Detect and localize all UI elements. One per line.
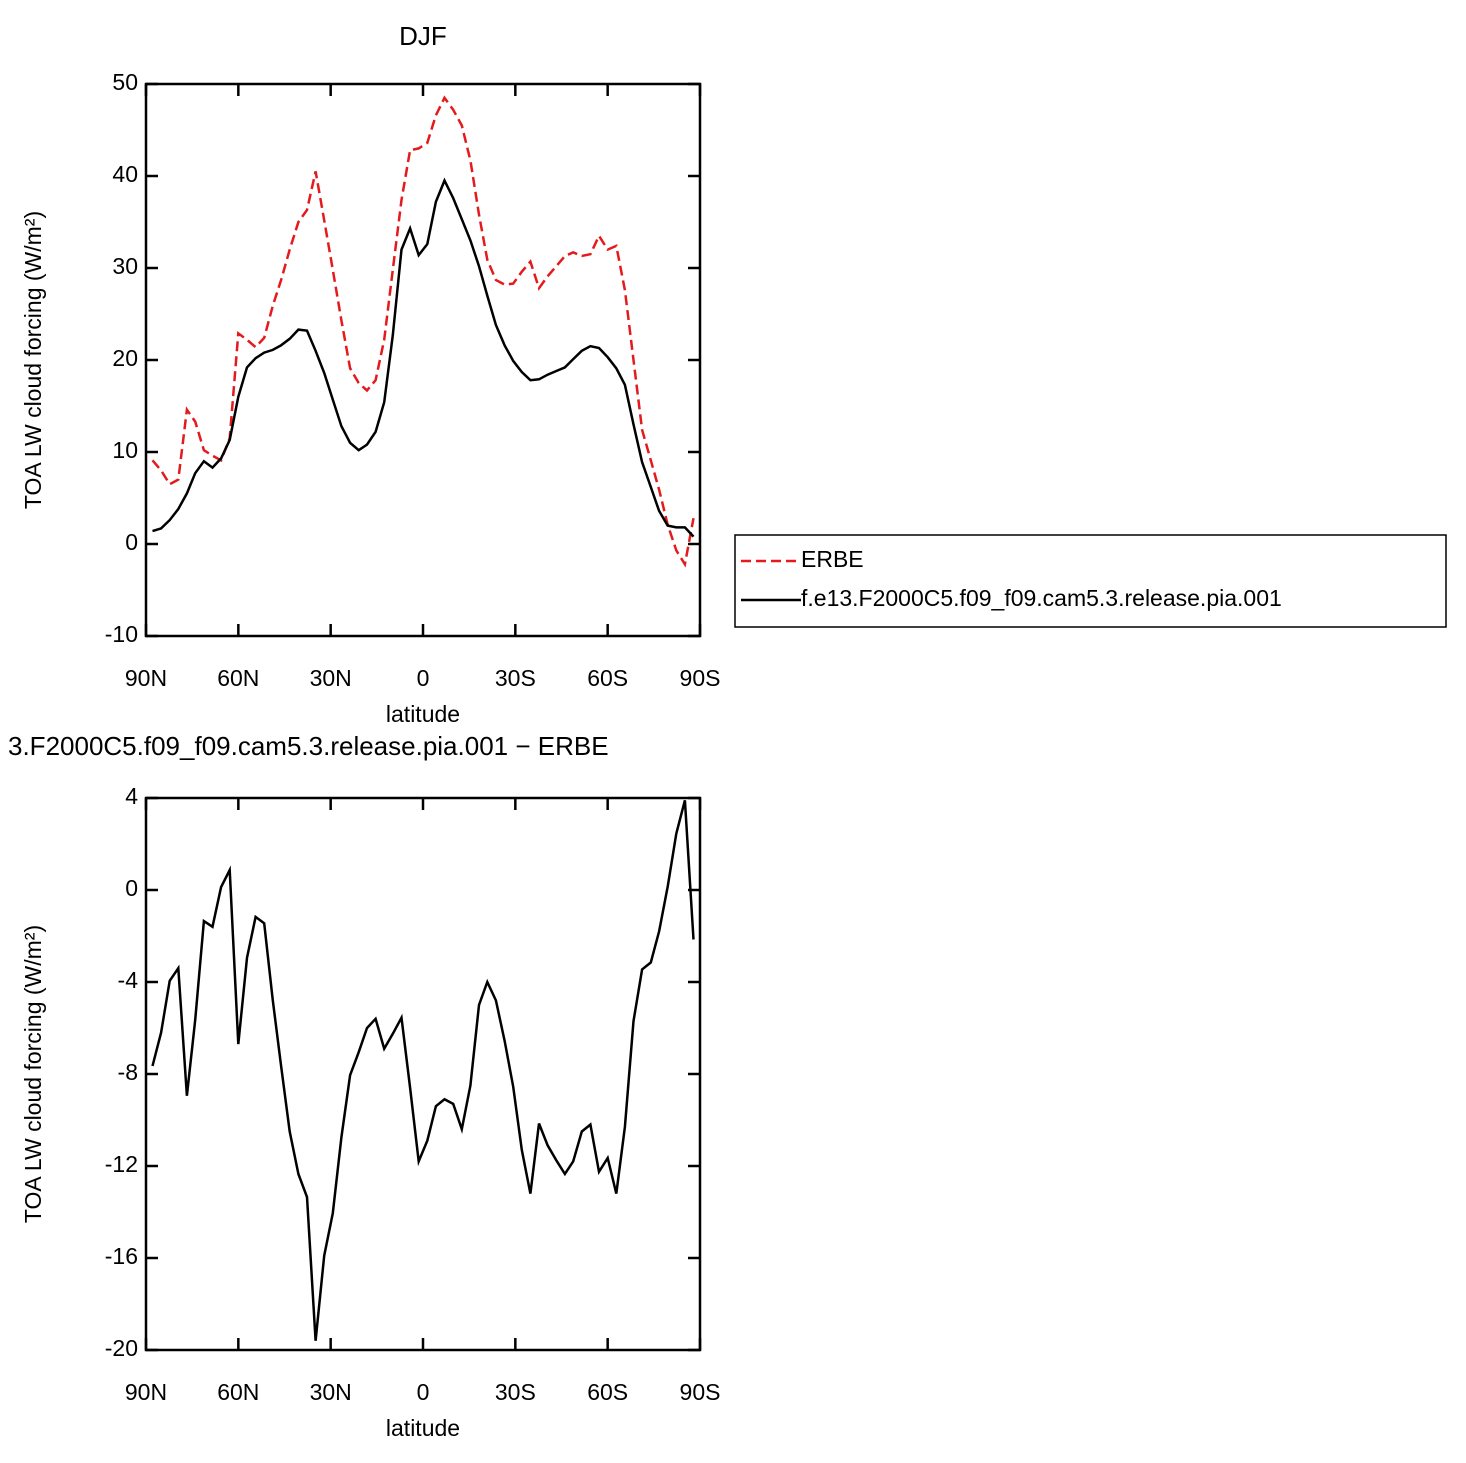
- y-axis-label: TOA LW cloud forcing (W/m²): [20, 211, 46, 509]
- x-tick-label: 90S: [680, 665, 721, 691]
- x-axis-label: latitude: [386, 701, 460, 727]
- y-axis-label: TOA LW cloud forcing (W/m²): [20, 925, 46, 1223]
- y-tick-label: 4: [125, 783, 138, 809]
- y-tick-label: 30: [112, 253, 138, 279]
- y-tick-label: -12: [105, 1151, 138, 1177]
- chart-title: DJF: [399, 21, 447, 51]
- x-tick-label: 0: [417, 1379, 430, 1405]
- data-line: [152, 177, 695, 538]
- y-tick-label: 20: [112, 345, 138, 371]
- x-tick-label: 0: [417, 665, 430, 691]
- legend-label: ERBE: [801, 546, 864, 572]
- y-tick-label: -10: [105, 621, 138, 647]
- y-tick-label: -16: [105, 1243, 138, 1269]
- plot-frame: [144, 82, 702, 638]
- x-tick-label: 30N: [310, 1379, 352, 1405]
- x-tick-label: 90S: [680, 1379, 721, 1405]
- x-tick-label: 60S: [587, 1379, 628, 1405]
- x-tick-label: 60N: [217, 1379, 259, 1405]
- x-tick-label: 60S: [587, 665, 628, 691]
- x-axis-label: latitude: [386, 1415, 460, 1441]
- x-tick-label: 90N: [125, 665, 167, 691]
- y-tick-label: 40: [112, 161, 138, 187]
- x-tick-label: 60N: [217, 665, 259, 691]
- legend-label: f.e13.F2000C5.f09_f09.cam5.3.release.pia…: [801, 585, 1282, 611]
- chart-title: 3.F2000C5.f09_f09.cam5.3.release.pia.001…: [8, 731, 609, 761]
- x-tick-label: 30S: [495, 1379, 536, 1405]
- y-tick-label: -4: [118, 967, 139, 993]
- legend-box: [734, 534, 1447, 628]
- data-line: [151, 95, 695, 568]
- y-tick-label: 50: [112, 69, 138, 95]
- y-tick-label: -8: [118, 1059, 138, 1085]
- y-tick-label: 0: [125, 875, 138, 901]
- y-tick-label: 0: [125, 529, 138, 555]
- x-tick-label: 90N: [125, 1379, 167, 1405]
- y-tick-label: -20: [105, 1335, 138, 1361]
- x-tick-label: 30S: [495, 665, 536, 691]
- y-tick-label: 10: [112, 437, 138, 463]
- x-tick-label: 30N: [310, 665, 352, 691]
- data-line: [151, 799, 695, 1341]
